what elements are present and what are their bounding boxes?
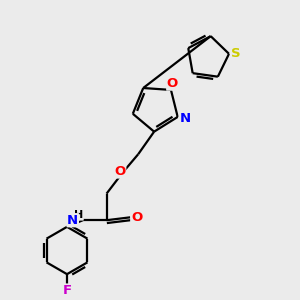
Text: N: N: [67, 214, 78, 227]
Text: O: O: [131, 211, 142, 224]
Text: H: H: [74, 210, 83, 220]
Text: O: O: [115, 165, 126, 178]
Text: F: F: [62, 284, 72, 297]
Text: O: O: [167, 77, 178, 90]
Text: N: N: [179, 112, 191, 125]
Text: S: S: [230, 47, 240, 60]
